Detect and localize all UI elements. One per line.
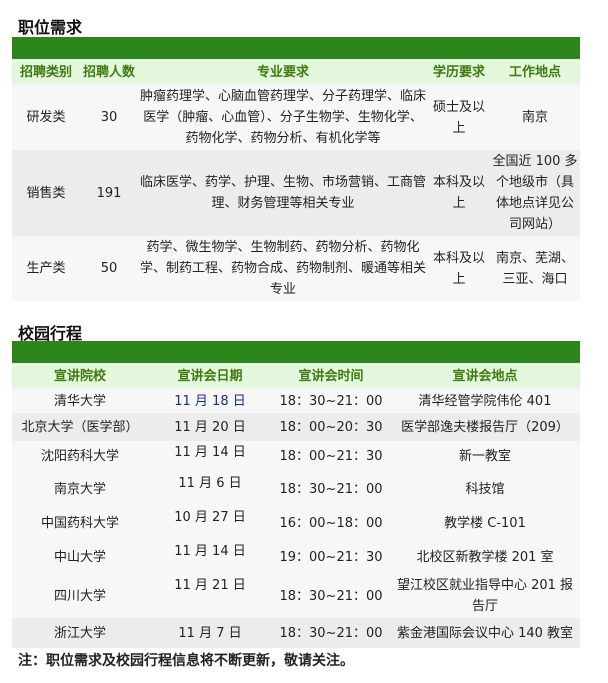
table-row: 浙江大学 11 月 7 日 18：30~21：00 紫金港国际会议中心 140 教室 bbox=[12, 618, 580, 648]
education: 本科及以上 bbox=[432, 175, 485, 211]
campus-title: 校园行程 bbox=[18, 324, 83, 343]
majors: 肿瘤药理学、心脑血管药理学、分子药理学、临床医学（肿瘤、心血管）、分子生物学、生… bbox=[140, 89, 427, 146]
date: 11 月 6 日 bbox=[178, 476, 242, 491]
header-majors: 专业要求 bbox=[138, 59, 428, 85]
jobs-table: 招聘类别 招聘人数 专业要求 学历要求 工作地点 研发类 30 肿瘤药理学、心脑… bbox=[12, 37, 580, 301]
table-row: 研发类 30 肿瘤药理学、心脑血管药理学、分子药理学、临床医学（肿瘤、心血管）、… bbox=[12, 85, 580, 150]
header-place: 宣讲会地点 bbox=[390, 363, 580, 389]
table-row: 销售类 191 临床医学、药学、护理、生物、市场营销、工商管理、财务管理等相关专… bbox=[12, 150, 580, 236]
place: 医学部逸夫楼报告厅（209） bbox=[401, 419, 569, 435]
education: 硕士及以上 bbox=[432, 99, 485, 136]
header-education: 学历要求 bbox=[428, 59, 490, 85]
table-row: 中国药科大学 10 月 27 日 16：00~18：00 教学楼 C-101 bbox=[12, 506, 580, 540]
count: 30 bbox=[100, 110, 118, 125]
place: 北校区新教学楼 201 室 bbox=[416, 549, 554, 565]
time: 18：30~21：00 bbox=[279, 625, 383, 641]
table-row: 沈阳药科大学 11 月 14 日 18：00~21：30 新一教室 bbox=[12, 441, 580, 472]
footer-note: 注：职位需求及校园行程信息将不断更新，敬请关注。 bbox=[18, 653, 354, 669]
place: 清华经管学院伟伦 401 bbox=[418, 393, 552, 409]
school: 沈阳药科大学 bbox=[40, 449, 119, 464]
time: 16：00~18：00 bbox=[279, 515, 383, 531]
location: 南京、芜湖、三亚、海口 bbox=[495, 250, 574, 287]
jobs-title: 职位需求 bbox=[18, 18, 83, 37]
green-bar bbox=[12, 37, 580, 59]
time: 18：30~21：00 bbox=[279, 481, 383, 497]
campus-table: 宣讲院校 宣讲会日期 宣讲会时间 宣讲会地点 清华大学 11 月 18 日 18：3… bbox=[12, 341, 580, 648]
green-bar bbox=[12, 341, 580, 363]
school: 浙江大学 bbox=[53, 625, 106, 641]
place: 紫金港国际会议中心 140 教室 bbox=[396, 625, 574, 641]
time: 18：00~21：30 bbox=[279, 449, 383, 464]
time: 19：00~21：30 bbox=[279, 549, 383, 565]
place: 新一教室 bbox=[458, 449, 511, 464]
date: 11 月 7 日 bbox=[178, 625, 242, 641]
place: 教学楼 C-101 bbox=[444, 515, 526, 531]
date: 11 月 18 日 bbox=[174, 393, 246, 409]
table-row: 生产类 50 药学、微生物学、生物制药、药物分析、药物化学、制药工程、药物合成、… bbox=[12, 236, 580, 301]
date: 11 月 14 日 bbox=[174, 544, 246, 559]
education: 本科及以上 bbox=[432, 250, 485, 287]
school: 中山大学 bbox=[53, 549, 106, 565]
date: 10 月 27 日 bbox=[174, 510, 246, 525]
time: 18：30~21：00 bbox=[279, 588, 383, 604]
school: 北京大学（医学部） bbox=[21, 419, 139, 435]
header-count: 招聘人数 bbox=[80, 59, 138, 85]
header-location: 工作地点 bbox=[490, 59, 580, 85]
header-category: 招聘类别 bbox=[12, 59, 80, 85]
table-row: 北京大学（医学部） 11 月 20 日 18：00~20：30 医学部逸夫楼报告厅（2… bbox=[12, 413, 580, 441]
school: 中国药科大学 bbox=[40, 515, 119, 531]
header-date: 宣讲会日期 bbox=[148, 363, 272, 389]
table-row: 南京大学 11 月 6 日 18：30~21：00 科技馆 bbox=[12, 472, 580, 506]
table-row: 四川大学 11 月 21 日 18：30~21：00 望江校区就业指导中心 201 报… bbox=[12, 574, 580, 618]
location: 全国近 100 多个地级市（具体地点详见公司网站） bbox=[492, 154, 578, 232]
school: 四川大学 bbox=[53, 588, 106, 604]
count: 50 bbox=[100, 261, 118, 276]
place: 望江校区就业指导中心 201 报告厅 bbox=[396, 578, 574, 614]
school: 南京大学 bbox=[53, 481, 106, 497]
table-row: 中山大学 11 月 14 日 19：00~21：30 北校区新教学楼 201 室 bbox=[12, 540, 580, 574]
date: 11 月 14 日 bbox=[174, 445, 246, 460]
table-row: 清华大学 11 月 18 日 18：30~21：00 清华经管学院伟伦 401 bbox=[12, 389, 580, 413]
date: 11 月 21 日 bbox=[174, 578, 246, 593]
time: 18：30~21：00 bbox=[279, 393, 383, 409]
majors: 临床医学、药学、护理、生物、市场营销、工商管理、财务管理等相关专业 bbox=[140, 175, 427, 211]
location: 南京 bbox=[521, 110, 548, 125]
school: 清华大学 bbox=[53, 393, 106, 409]
date: 11 月 20 日 bbox=[174, 419, 246, 435]
category: 销售类 bbox=[26, 185, 66, 201]
category: 生产类 bbox=[26, 261, 66, 276]
time: 18：00~20：30 bbox=[279, 419, 383, 435]
header-school: 宣讲院校 bbox=[12, 363, 148, 389]
category: 研发类 bbox=[26, 110, 66, 125]
place: 科技馆 bbox=[465, 481, 505, 497]
majors: 药学、微生物学、生物制药、药物分析、药物化学、制药工程、药物合成、药物制剂、暖通… bbox=[140, 240, 427, 297]
header-time: 宣讲会时间 bbox=[272, 363, 390, 389]
count: 191 bbox=[96, 185, 122, 201]
